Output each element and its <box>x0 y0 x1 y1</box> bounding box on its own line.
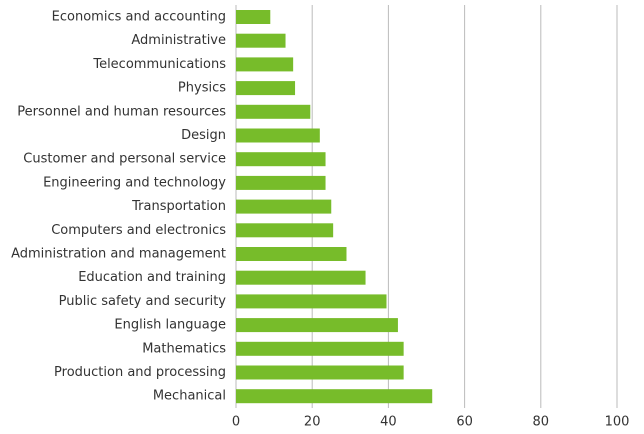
y-tick-label: Personnel and human resources <box>17 104 226 119</box>
y-tick-label: English language <box>114 318 226 333</box>
bar <box>236 57 294 72</box>
y-tick-label: Engineering and technology <box>43 175 226 190</box>
bar <box>236 10 271 24</box>
bar <box>236 104 311 119</box>
y-tick-label: Mechanical <box>153 389 226 404</box>
x-tick-label: 60 <box>456 415 473 430</box>
x-tick-label: 20 <box>304 415 321 430</box>
bar <box>236 81 296 96</box>
y-tick-label: Education and training <box>78 270 226 285</box>
y-tick-label: Design <box>181 128 226 143</box>
bar <box>236 33 286 48</box>
y-tick-label: Economics and accounting <box>52 10 226 25</box>
y-tick-label: Administration and management <box>11 247 226 262</box>
bar <box>236 152 326 167</box>
bar <box>236 389 433 404</box>
bar <box>236 318 398 333</box>
bar <box>236 223 334 238</box>
y-tick-label: Customer and personal service <box>23 152 226 167</box>
bar <box>236 341 404 356</box>
y-tick-label: Production and processing <box>54 365 226 380</box>
bar <box>236 199 332 214</box>
y-tick-label: Computers and electronics <box>51 223 226 238</box>
y-tick-label: Mathematics <box>142 341 226 356</box>
y-tick-label: Public safety and security <box>59 294 227 309</box>
x-tick-label: 40 <box>380 415 397 430</box>
x-tick-label: 80 <box>533 415 550 430</box>
y-tick-label: Transportation <box>131 199 226 214</box>
bar <box>236 128 320 143</box>
y-tick-label: Telecommunications <box>92 57 226 72</box>
y-tick-label: Physics <box>178 81 226 96</box>
bar <box>236 175 326 190</box>
bar <box>236 247 347 261</box>
bar <box>236 294 387 309</box>
bar <box>236 270 366 285</box>
x-tick-label: 0 <box>232 415 240 430</box>
bar <box>236 365 404 380</box>
x-tick-label: 100 <box>605 415 630 430</box>
y-tick-label: Administrative <box>131 33 226 48</box>
